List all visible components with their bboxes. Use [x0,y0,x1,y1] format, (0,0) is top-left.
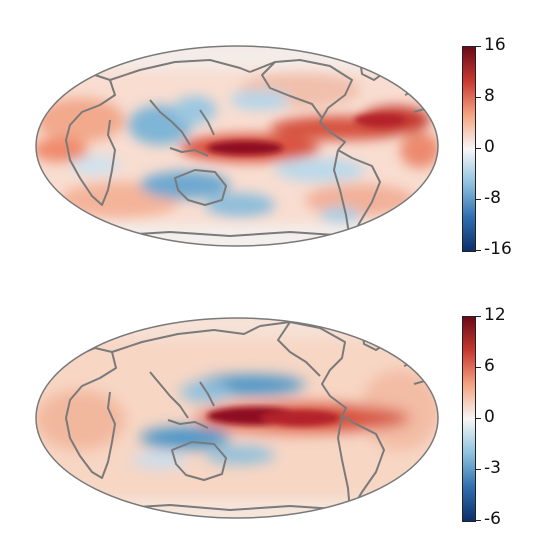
colorbar-tick-label: 0 [484,407,495,427]
colorbar-tick-mark [476,520,481,521]
map-panel-bottom: 12 6 0 -3 -6 [0,300,533,553]
colorbar-tick-label: -3 [484,458,501,478]
colorbar-tick-mark [476,46,481,47]
colorbar-tick-mark [476,418,481,419]
mollweide-map-bottom [35,317,439,519]
colorbar-top [462,46,476,252]
anomaly-field-top [36,46,438,246]
colorbar-bottom [462,316,476,522]
colorbar-tick-label: 16 [484,35,506,55]
colorbar-tick-mark [476,250,481,251]
colorbar-tick-mark [476,97,481,98]
anomaly-field-bottom [36,318,438,518]
colorbar-tick-mark [476,199,481,200]
colorbar-tick-label: -8 [484,188,501,208]
map-outline-top [35,45,439,247]
colorbar-tick-mark [476,148,481,149]
colorbar-tick-mark [476,469,481,470]
map-outline-bottom [35,317,439,519]
map-panel-top: 16 8 0 -8 -16 [0,0,533,270]
colorbar-tick-label: -6 [484,509,501,529]
colorbar-tick-label: -16 [484,239,512,259]
colorbar-tick-label: 12 [484,305,506,325]
mollweide-map-top [35,45,439,247]
colorbar-tick-label: 6 [484,356,495,376]
colorbar-tick-label: 8 [484,86,495,106]
colorbar-tick-mark [476,367,481,368]
colorbar-tick-label: 0 [484,137,495,157]
colorbar-tick-mark [476,316,481,317]
